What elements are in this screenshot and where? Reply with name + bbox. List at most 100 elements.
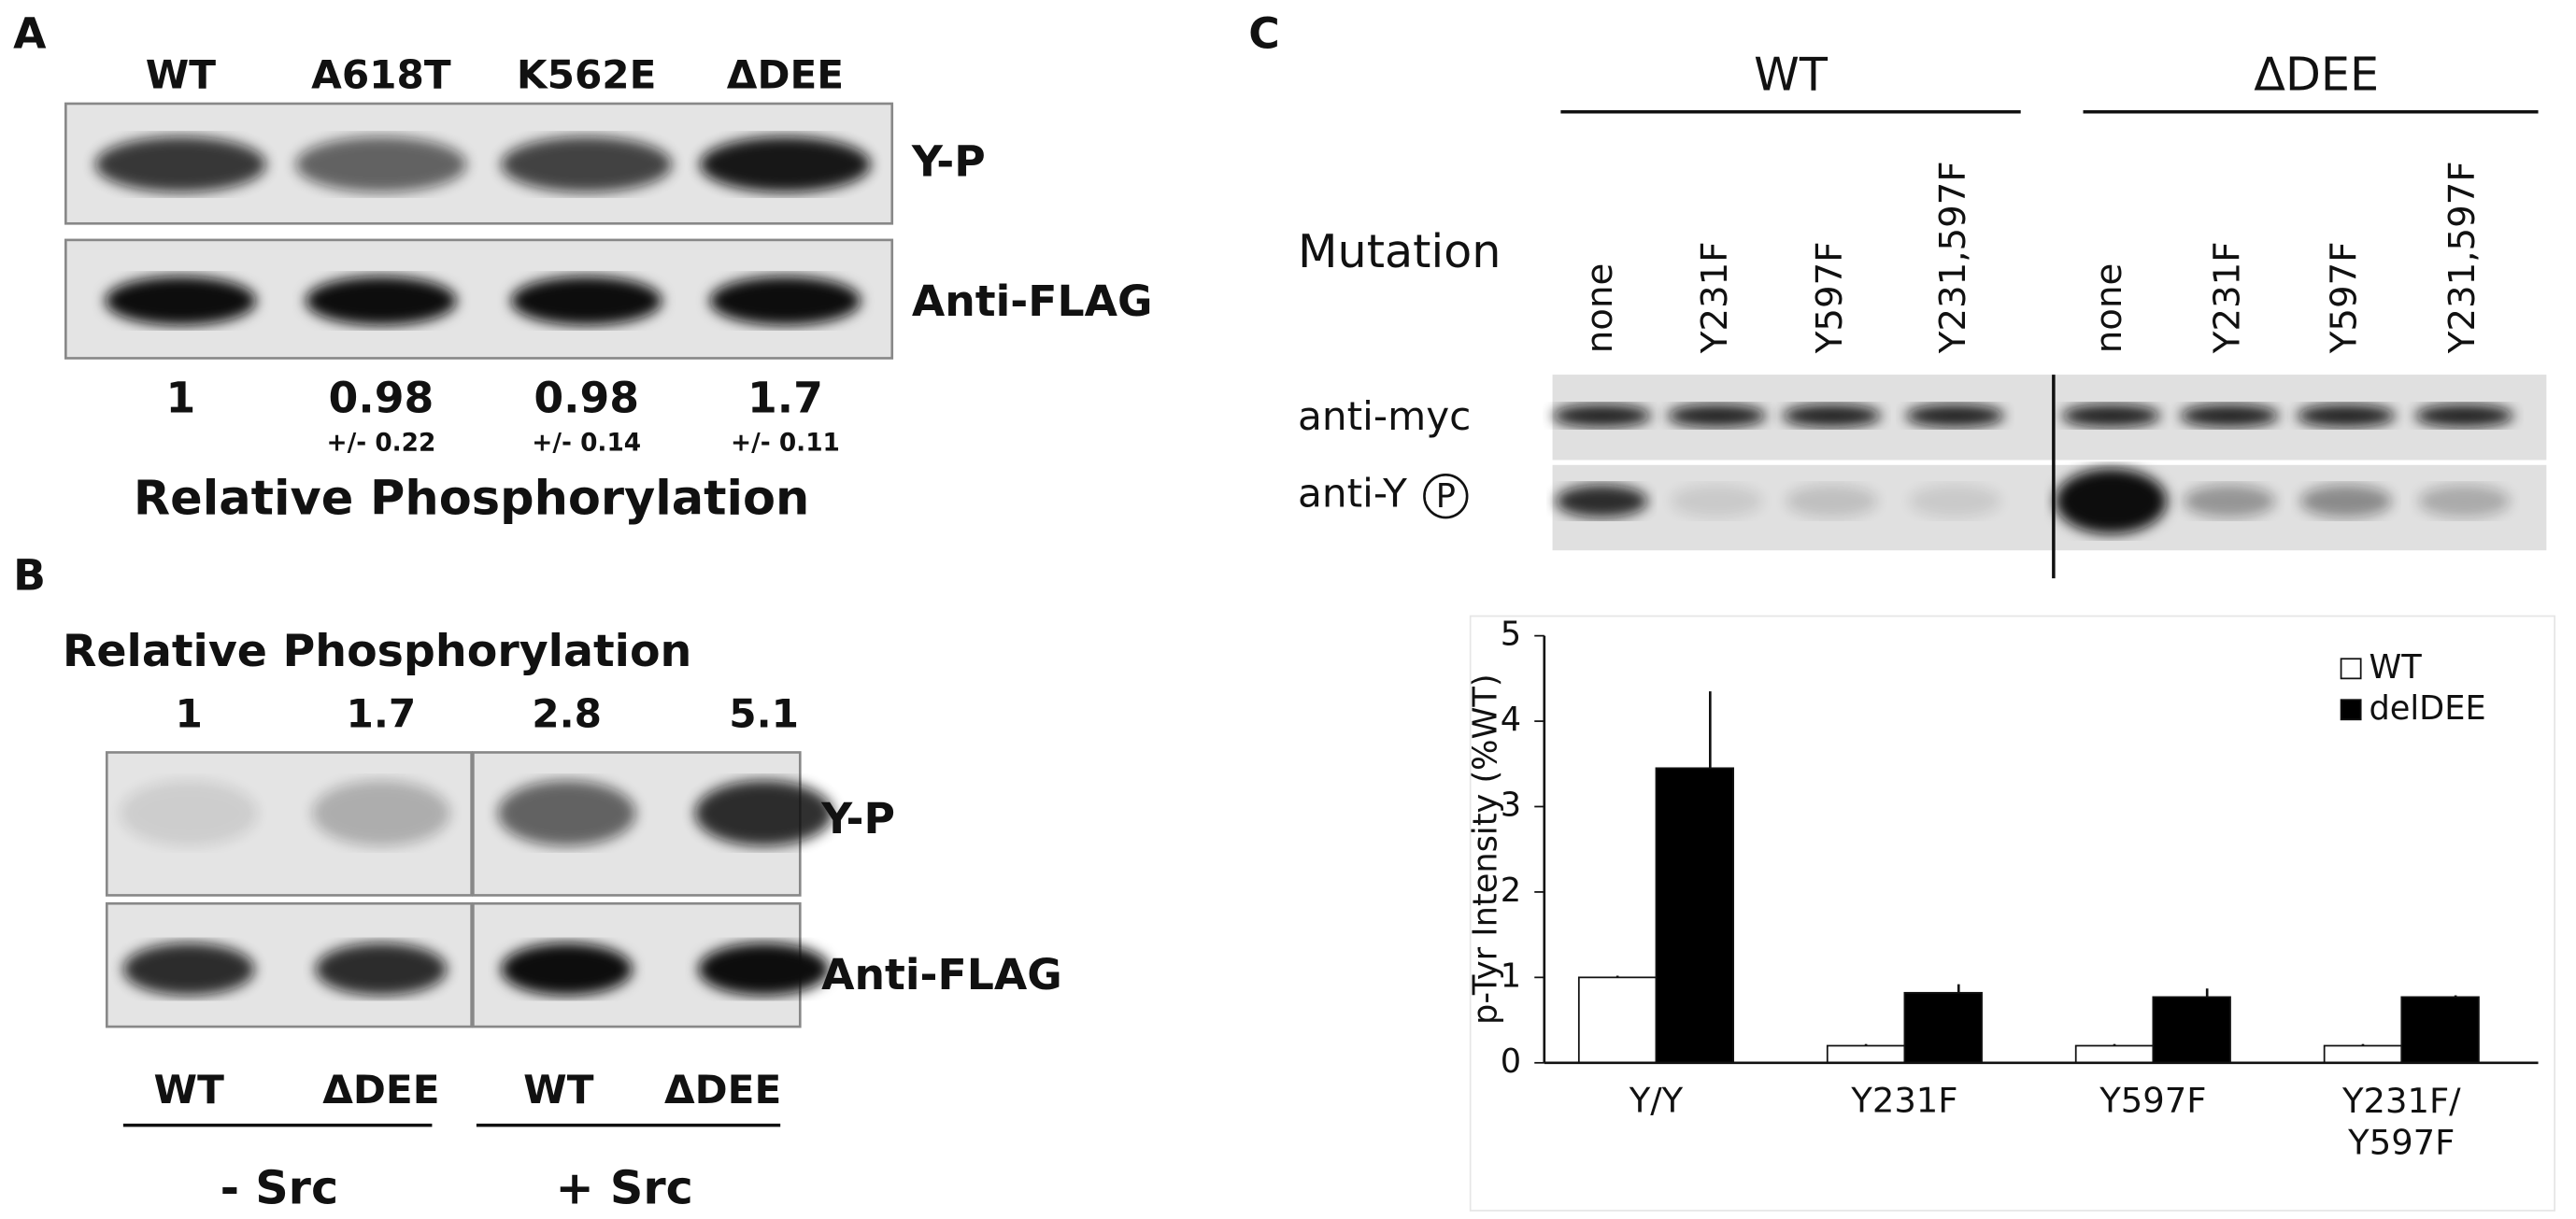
panel-letter: A bbox=[13, 8, 47, 58]
lane-label: Y231,597F bbox=[1932, 161, 1974, 354]
band bbox=[1556, 484, 1648, 518]
y-tick-label: 2 bbox=[1501, 872, 1521, 910]
group-label: + Src bbox=[556, 1160, 693, 1214]
value-label: 1.7 bbox=[347, 690, 417, 736]
caption: Relative Phosphorylation bbox=[134, 471, 809, 526]
band bbox=[2297, 404, 2396, 428]
band bbox=[709, 276, 861, 326]
y-tick-label: 1 bbox=[1501, 957, 1521, 995]
band bbox=[700, 136, 871, 192]
panel-letter: B bbox=[13, 551, 46, 601]
band bbox=[306, 276, 457, 326]
x-tick-label: Y597F bbox=[2099, 1080, 2206, 1120]
lane-label: Y597F bbox=[1809, 242, 1851, 355]
x-tick-label: Y231F bbox=[1850, 1080, 1957, 1120]
row-label: Anti-FLAG bbox=[912, 276, 1153, 326]
lane-label: Y231F bbox=[1694, 242, 1736, 355]
band bbox=[1667, 404, 1767, 428]
group-label: - Src bbox=[221, 1160, 338, 1214]
lane-label: WT bbox=[523, 1067, 594, 1113]
lane-label: none bbox=[1579, 263, 1621, 353]
value-label: 0.98 bbox=[329, 374, 434, 423]
y-tick-label: 4 bbox=[1501, 701, 1521, 739]
row-label: Y-P bbox=[911, 137, 986, 187]
legend-label: WT bbox=[2369, 648, 2422, 687]
value-label: 1 bbox=[166, 374, 196, 423]
row-label: anti-myc bbox=[1298, 393, 1471, 439]
band bbox=[2055, 468, 2168, 534]
bar bbox=[2152, 996, 2231, 1064]
band bbox=[1782, 404, 1882, 428]
y-axis-label: p-Tyr Intensity (%WT) bbox=[1466, 673, 1504, 1024]
bar bbox=[1903, 991, 1983, 1064]
band bbox=[312, 780, 450, 846]
lane-label: ΔDEE bbox=[664, 1067, 781, 1113]
value-label: 5.1 bbox=[729, 690, 799, 736]
error-label: +/- 0.11 bbox=[731, 429, 840, 457]
band bbox=[315, 943, 448, 996]
lane-label: ΔDEE bbox=[727, 51, 844, 97]
x-tick-label: Y/Y bbox=[1629, 1080, 1684, 1120]
band bbox=[510, 276, 662, 326]
legend-label: delDEE bbox=[2369, 689, 2485, 728]
band bbox=[2180, 404, 2279, 428]
band bbox=[122, 943, 255, 996]
band bbox=[1905, 404, 2005, 428]
lane-label: K562E bbox=[517, 51, 657, 97]
bar bbox=[2400, 996, 2480, 1064]
value-label: 1.7 bbox=[747, 374, 823, 423]
lane-label: Y231,597F bbox=[2441, 161, 2483, 354]
row-label: Y-P bbox=[820, 794, 895, 843]
band bbox=[295, 136, 467, 192]
circle bbox=[1423, 474, 1469, 519]
value-label: 2.8 bbox=[532, 690, 602, 736]
error-label: +/- 0.22 bbox=[326, 429, 435, 457]
group-label: ΔDEE bbox=[2254, 47, 2379, 101]
band bbox=[2299, 484, 2393, 518]
band bbox=[501, 943, 633, 996]
legend-swatch bbox=[2340, 658, 2362, 680]
chart-frame bbox=[1469, 615, 2556, 1212]
legend-swatch bbox=[2340, 699, 2362, 721]
bar bbox=[1655, 767, 1734, 1064]
band bbox=[2061, 404, 2161, 428]
lane-label: Y597F bbox=[2323, 242, 2365, 355]
lane-label: A618T bbox=[311, 51, 451, 97]
band bbox=[1552, 404, 1652, 428]
y-tick-label: 3 bbox=[1501, 786, 1521, 824]
band bbox=[501, 136, 673, 192]
band bbox=[497, 780, 636, 846]
band bbox=[698, 943, 830, 996]
band bbox=[120, 780, 259, 846]
row-label: Mutation bbox=[1298, 224, 1501, 278]
row-label: P bbox=[1436, 477, 1456, 516]
bar bbox=[1826, 1044, 1906, 1064]
band bbox=[2418, 484, 2511, 518]
y-tick-label: 5 bbox=[1501, 616, 1521, 654]
y-tick-label: 0 bbox=[1501, 1042, 1521, 1081]
value-label: 1 bbox=[176, 690, 203, 736]
bar bbox=[2323, 1044, 2403, 1064]
row-label: anti-Y bbox=[1298, 471, 1407, 517]
band bbox=[1909, 484, 2001, 518]
band bbox=[1786, 484, 1878, 518]
x-tick-label: Y231F/Y597F bbox=[2341, 1080, 2461, 1161]
panel-letter: C bbox=[1248, 8, 1280, 58]
band bbox=[2414, 404, 2514, 428]
lane-label: WT bbox=[154, 1067, 225, 1113]
row-label: Anti-FLAG bbox=[821, 950, 1062, 999]
error-label: +/- 0.14 bbox=[532, 429, 641, 457]
value-label: 0.98 bbox=[534, 374, 639, 423]
band bbox=[105, 276, 257, 326]
group-label: WT bbox=[1754, 47, 1829, 101]
caption: Relative Phosphorylation bbox=[63, 626, 692, 677]
bar bbox=[1577, 976, 1658, 1064]
lane-label: WT bbox=[146, 51, 217, 97]
band bbox=[694, 780, 833, 846]
bar bbox=[2074, 1044, 2155, 1064]
band bbox=[94, 136, 266, 192]
band bbox=[1671, 484, 1763, 518]
lane-label: none bbox=[2088, 263, 2130, 353]
